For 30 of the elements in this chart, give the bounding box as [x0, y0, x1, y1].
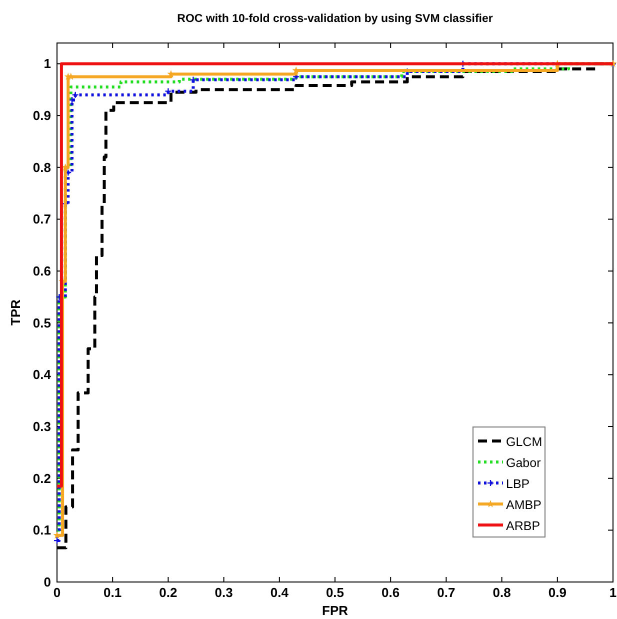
x-tick-label: 0.6	[382, 585, 400, 600]
chart-title: ROC with 10-fold cross-validation by using SVM classifier	[177, 13, 494, 25]
y-tick-label: 0.5	[32, 315, 51, 330]
y-tick-label: 0.6	[32, 264, 51, 279]
x-tick-label: 0.4	[270, 585, 290, 600]
x-tick-label: 0.8	[492, 585, 511, 600]
x-tick-label: 0	[53, 585, 61, 600]
legend-label: LBP	[506, 477, 530, 491]
x-tick-label: 0.5	[326, 585, 344, 600]
legend-label: AMBP	[506, 498, 542, 512]
legend-label: GLCM	[506, 435, 542, 449]
y-tick-label: 0.4	[32, 367, 52, 382]
y-tick-label: 0.8	[32, 160, 51, 175]
x-tick-label: 0.7	[437, 585, 456, 600]
y-tick-label: 0.7	[32, 212, 51, 227]
y-tick-label: 0.1	[32, 522, 51, 538]
y-tick-label: 0	[44, 574, 51, 590]
x-axis-title: FPR	[322, 603, 349, 618]
y-tick-label: 0.9	[32, 108, 51, 124]
y-axis-title: TPR	[8, 298, 23, 326]
y-tick-label: 0.3	[32, 419, 51, 434]
x-tick-label: 0.2	[159, 585, 178, 600]
x-tick-label: 0.3	[214, 585, 233, 600]
y-tick-label: 0.2	[32, 470, 51, 486]
legend-label: Gabor	[506, 456, 541, 470]
x-tick-label: 1	[609, 585, 617, 600]
x-tick-label: 0.1	[104, 585, 122, 600]
legend-label: ARBP	[506, 519, 540, 533]
y-tick-label: 1	[44, 56, 51, 72]
x-tick-label: 0.9	[548, 585, 566, 600]
